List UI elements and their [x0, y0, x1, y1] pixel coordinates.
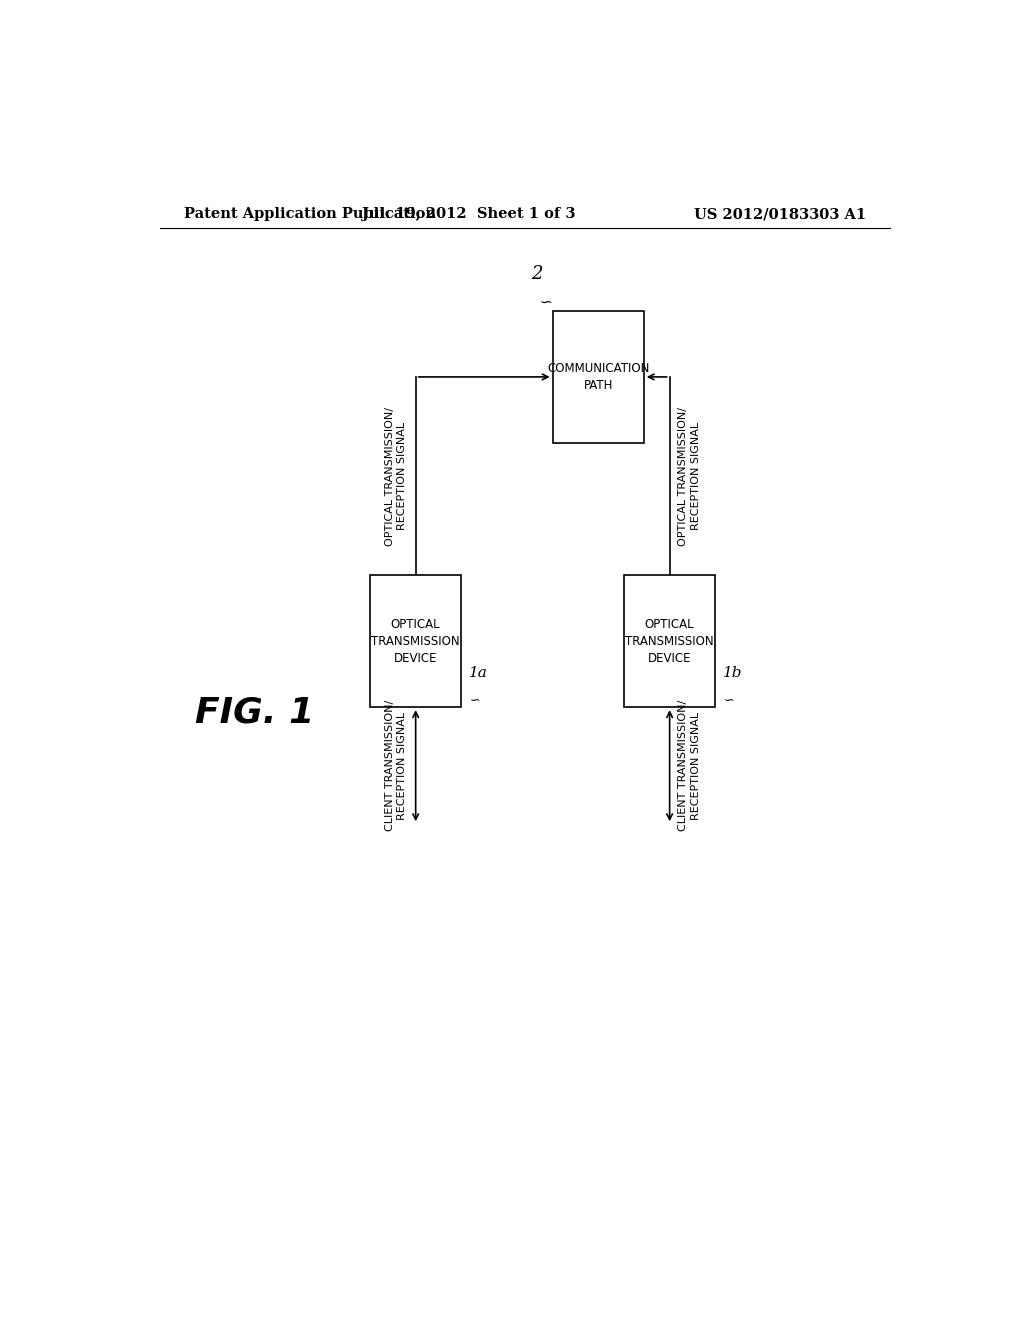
Text: CLIENT TRANSMISSION/
RECEPTION SIGNAL: CLIENT TRANSMISSION/ RECEPTION SIGNAL — [385, 700, 407, 832]
Bar — [553, 312, 644, 444]
Text: OPTICAL
TRANSMISSION
DEVICE: OPTICAL TRANSMISSION DEVICE — [372, 618, 460, 665]
Text: Jul. 19, 2012  Sheet 1 of 3: Jul. 19, 2012 Sheet 1 of 3 — [362, 207, 575, 222]
Bar — [624, 576, 715, 708]
Bar — [370, 576, 461, 708]
Text: $\backsim$: $\backsim$ — [721, 693, 735, 706]
Text: OPTICAL TRANSMISSION/
RECEPTION SIGNAL: OPTICAL TRANSMISSION/ RECEPTION SIGNAL — [385, 407, 407, 545]
Text: $\backsim$: $\backsim$ — [467, 693, 481, 706]
Text: US 2012/0183303 A1: US 2012/0183303 A1 — [694, 207, 866, 222]
Text: CLIENT TRANSMISSION/
RECEPTION SIGNAL: CLIENT TRANSMISSION/ RECEPTION SIGNAL — [678, 700, 700, 832]
Text: OPTICAL
TRANSMISSION
DEVICE: OPTICAL TRANSMISSION DEVICE — [626, 618, 714, 665]
Text: Patent Application Publication: Patent Application Publication — [183, 207, 435, 222]
Text: 1b: 1b — [723, 665, 742, 680]
Text: 1a: 1a — [469, 665, 488, 680]
Text: COMMUNICATION
PATH: COMMUNICATION PATH — [547, 362, 649, 392]
Text: OPTICAL TRANSMISSION/
RECEPTION SIGNAL: OPTICAL TRANSMISSION/ RECEPTION SIGNAL — [678, 407, 700, 545]
Text: $\backsim$: $\backsim$ — [537, 293, 553, 309]
Text: FIG. 1: FIG. 1 — [196, 696, 314, 730]
Text: 2: 2 — [531, 265, 543, 284]
